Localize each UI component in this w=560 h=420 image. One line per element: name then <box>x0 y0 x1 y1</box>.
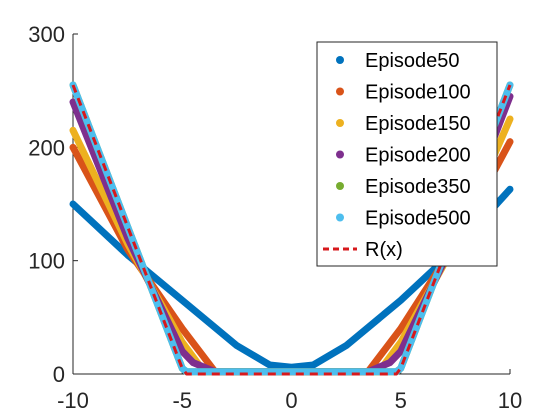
series <box>69 81 514 376</box>
legend-marker <box>336 182 344 190</box>
x-tick-label: 10 <box>498 388 522 413</box>
y-tick-label: 200 <box>28 135 65 160</box>
x-tick-label: 0 <box>285 388 297 413</box>
legend-marker <box>336 87 344 96</box>
legend-label: Episode200 <box>365 145 471 167</box>
legend-marker <box>336 119 344 127</box>
legend-label: R(x) <box>365 239 403 261</box>
x-tick-label: -5 <box>172 388 192 413</box>
legend-label: Episode100 <box>365 82 471 104</box>
legend-marker <box>336 56 344 64</box>
legend-label: Episode500 <box>365 208 471 230</box>
y-tick-label: 100 <box>28 249 65 274</box>
y-tick-label: 0 <box>53 362 65 387</box>
x-tick-label: 5 <box>395 388 407 413</box>
series-line-episode500 <box>69 81 514 376</box>
legend-label: Episode150 <box>365 113 471 135</box>
x-tick-label: -10 <box>57 388 89 413</box>
legend-marker <box>336 213 344 222</box>
legend-label: Episode350 <box>365 176 471 198</box>
legend: Episode50 Episode100 Episode150 Episode200 E… <box>316 41 498 267</box>
y-tick-label: 300 <box>28 22 65 47</box>
series-line-episode50 <box>69 185 514 371</box>
legend-label: Episode50 <box>365 50 460 72</box>
legend-marker <box>336 150 344 159</box>
legend-box <box>316 41 498 267</box>
